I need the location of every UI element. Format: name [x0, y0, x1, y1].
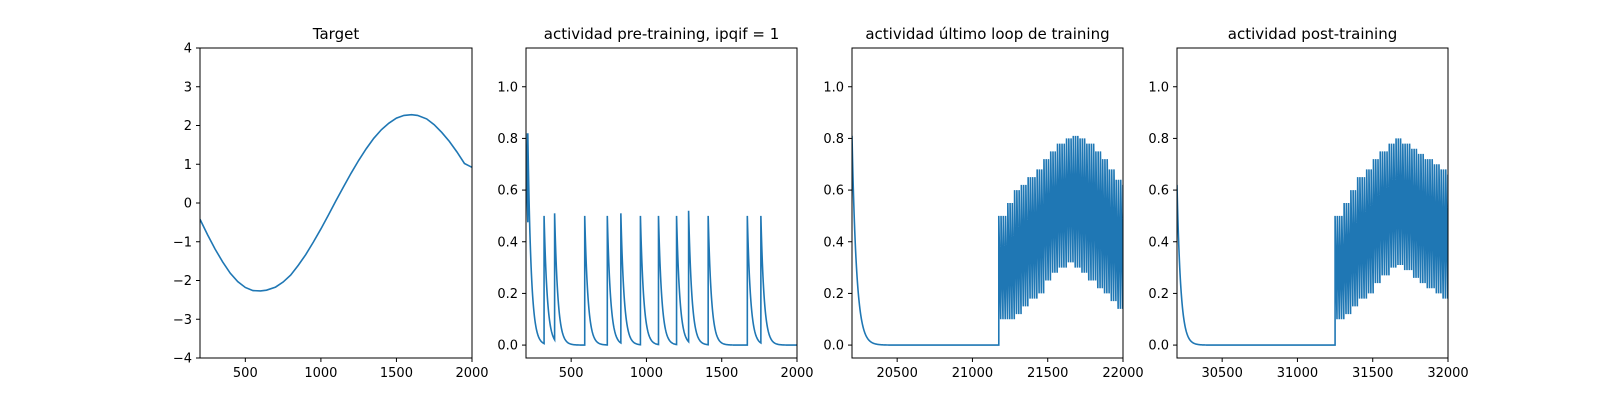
y-tick-label: 0.4: [1148, 235, 1169, 250]
y-tick-label: 0.4: [823, 235, 844, 250]
subplot-3: 20500 21000 21500 22000 0.0 0.2 0.4 0.6 0.8 1.0 ac…: [823, 25, 1143, 381]
x-tick-label: 1500: [380, 366, 413, 381]
x-tick-label: 1500: [705, 366, 738, 381]
x-tick-label: 21000: [952, 366, 993, 381]
series-line: [1177, 138, 1448, 346]
y-tick-label: 0: [184, 197, 192, 212]
x-tick-label: 30500: [1201, 366, 1242, 381]
y-tick-label: 0.6: [823, 184, 844, 199]
y-tick-label: 1.0: [823, 80, 844, 95]
y-tick-label: −3: [173, 313, 192, 328]
y-tick-label: 1.0: [1148, 80, 1169, 95]
y-tick-label: 0.2: [1148, 287, 1169, 302]
series-line: [852, 135, 1123, 346]
y-tick-label: 0.2: [497, 287, 518, 302]
subplot-2: 500 1000 1500 2000 0.0 0.2 0.4 0.6 0.8 1.0 activid…: [497, 25, 813, 381]
y-tick-label: 0.4: [497, 235, 518, 250]
y-tick-label: 4: [184, 42, 192, 57]
y-tick-label: 0.0: [497, 339, 518, 354]
series-line: [200, 113, 472, 292]
subplot-title: Target: [312, 25, 360, 43]
x-tick-label: 31500: [1352, 366, 1393, 381]
y-tick-label: 1: [184, 158, 192, 173]
subplot-title: actividad post-training: [1228, 25, 1397, 43]
y-tick-label: 0.6: [497, 184, 518, 199]
y-tick-label: −1: [173, 235, 192, 250]
subplot-4: 30500 31000 31500 32000 0.0 0.2 0.4 0.6 0.8 1.0 ac…: [1148, 25, 1468, 381]
axes-frame: [199, 47, 473, 359]
axes-frame: [1176, 47, 1449, 359]
x-tick-label: 21500: [1027, 366, 1068, 381]
y-tick-label: 0.6: [1148, 184, 1169, 199]
subplot-1: 500 1000 1500 2000 −4 −3 −2 −1 0 1 2 3 4 Target: [173, 25, 489, 381]
x-tick-label: 20500: [876, 366, 917, 381]
x-tick-label: 31000: [1277, 366, 1318, 381]
y-tick-label: −2: [173, 274, 192, 289]
y-tick-label: 1.0: [497, 80, 518, 95]
x-tick-label: 2000: [780, 366, 813, 381]
y-tick-label: 0.8: [823, 132, 844, 147]
y-tick-label: 0.0: [1148, 339, 1169, 354]
x-tick-label: 22000: [1102, 366, 1143, 381]
y-tick-label: −4: [173, 352, 192, 367]
y-tick-label: 0.8: [497, 132, 518, 147]
x-tick-label: 1000: [304, 366, 337, 381]
y-tick-label: 3: [184, 80, 192, 95]
series-line: [526, 133, 797, 346]
subplot-title: actividad último loop de training: [865, 25, 1109, 43]
x-tick-label: 500: [233, 366, 258, 381]
y-tick-label: 2: [184, 119, 192, 134]
axes-frame: [525, 47, 798, 359]
axes-frame: [851, 47, 1124, 359]
y-tick-label: 0.8: [1148, 132, 1169, 147]
y-tick-label: 0.0: [823, 339, 844, 354]
x-tick-label: 500: [559, 366, 584, 381]
subplot-title: actividad pre-training, ipqif = 1: [544, 25, 780, 43]
y-tick-label: 0.2: [823, 287, 844, 302]
x-tick-label: 32000: [1427, 366, 1468, 381]
x-tick-label: 1000: [630, 366, 663, 381]
x-tick-label: 2000: [455, 366, 488, 381]
